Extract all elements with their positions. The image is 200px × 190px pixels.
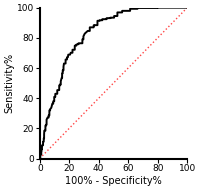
Y-axis label: Sensitivity%: Sensitivity% — [4, 53, 14, 113]
X-axis label: 100% - Specificity%: 100% - Specificity% — [65, 176, 162, 186]
